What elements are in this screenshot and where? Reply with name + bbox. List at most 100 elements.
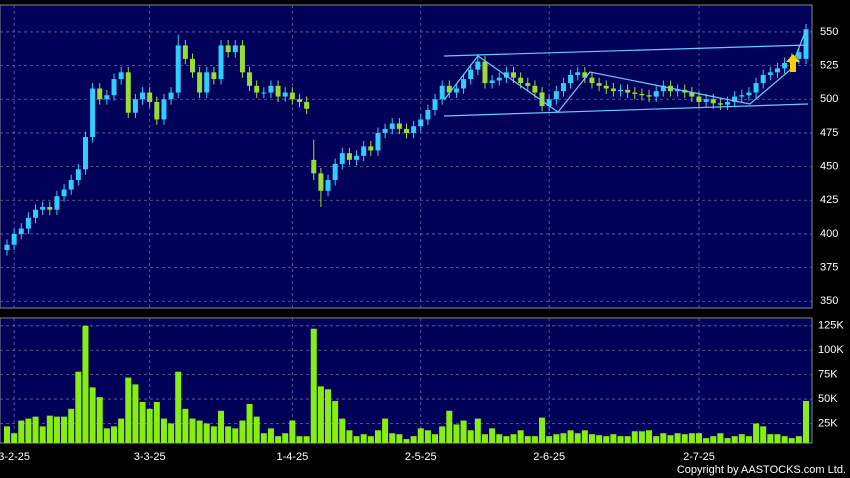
volume-bar bbox=[39, 426, 46, 443]
candle-body bbox=[225, 45, 231, 53]
volume-bar bbox=[168, 423, 175, 443]
candle-body bbox=[582, 72, 588, 78]
candle-body bbox=[318, 173, 324, 191]
volume-bar bbox=[89, 387, 96, 443]
candle-body bbox=[204, 72, 210, 93]
volume-bar bbox=[567, 430, 574, 443]
volume-bar bbox=[310, 328, 317, 443]
volume-bar bbox=[132, 384, 139, 443]
volume-bar bbox=[574, 433, 581, 443]
volume-bar bbox=[581, 430, 588, 443]
candle-body bbox=[232, 45, 238, 53]
volume-bar bbox=[153, 401, 160, 443]
volume-bar bbox=[396, 434, 403, 443]
candle-body bbox=[382, 128, 388, 133]
candle-body bbox=[304, 101, 310, 109]
volume-bar bbox=[210, 426, 217, 443]
candle-body bbox=[439, 85, 445, 100]
candle-body bbox=[61, 189, 67, 197]
candle-body bbox=[325, 180, 331, 191]
volume-bar bbox=[439, 426, 446, 443]
volume-bar bbox=[346, 430, 353, 443]
y-tick-label: 400 bbox=[820, 228, 838, 240]
volume-bar bbox=[389, 433, 396, 443]
volume-bar bbox=[588, 434, 595, 443]
candle-body bbox=[596, 83, 602, 86]
volume-bar bbox=[18, 420, 25, 443]
candle-body bbox=[389, 123, 395, 129]
candle-body bbox=[710, 99, 716, 104]
volume-bar bbox=[139, 401, 146, 443]
candle-body bbox=[696, 96, 702, 102]
candle-body bbox=[289, 92, 295, 100]
candle-body bbox=[247, 72, 253, 86]
volume-bar bbox=[603, 436, 610, 443]
volume-bar bbox=[246, 403, 253, 443]
arrow-icon bbox=[786, 54, 800, 72]
volume-bar bbox=[731, 436, 738, 443]
volume-bar bbox=[546, 436, 553, 443]
volume-bar bbox=[239, 420, 246, 443]
candle-body bbox=[760, 75, 766, 84]
volume-bar bbox=[510, 434, 517, 443]
volume-bar bbox=[75, 371, 82, 443]
volume-bar bbox=[403, 439, 410, 443]
volume-bar bbox=[767, 434, 774, 443]
volume-bar bbox=[125, 377, 132, 443]
volume-bar bbox=[695, 433, 702, 443]
volume-bar bbox=[553, 434, 560, 443]
volume-bar bbox=[560, 433, 567, 443]
candle-body bbox=[503, 72, 509, 78]
y-tick-label: 525 bbox=[820, 60, 838, 72]
volume-bar bbox=[303, 436, 310, 443]
candle-body bbox=[782, 62, 788, 69]
candle-body bbox=[125, 72, 131, 113]
y-tick-label: 450 bbox=[820, 161, 838, 173]
volume-bar bbox=[253, 416, 260, 443]
volume-bar bbox=[332, 401, 339, 443]
volume-bar bbox=[232, 428, 239, 443]
candle-body bbox=[660, 85, 666, 92]
candle-body bbox=[717, 103, 723, 105]
candle-body bbox=[618, 89, 624, 92]
candle-body bbox=[118, 72, 124, 80]
candle-body bbox=[703, 99, 709, 102]
volume-bar bbox=[367, 436, 374, 443]
y-tick-label: 25K bbox=[818, 417, 838, 429]
volume-bar bbox=[753, 423, 760, 443]
volume-bar bbox=[688, 433, 695, 443]
x-tick-label: 3-2-25 bbox=[0, 451, 30, 463]
candle-body bbox=[518, 77, 524, 84]
y-tick-label: 75K bbox=[818, 369, 838, 381]
volume-bar bbox=[617, 436, 624, 443]
candle-body bbox=[97, 88, 103, 100]
candle-body bbox=[261, 92, 267, 94]
candle-body bbox=[767, 72, 773, 76]
candle-body bbox=[575, 72, 581, 76]
candle-body bbox=[68, 180, 74, 190]
candle-body bbox=[774, 68, 780, 73]
y-tick-label: 550 bbox=[820, 26, 838, 38]
candle-body bbox=[140, 92, 146, 100]
candle-body bbox=[40, 207, 46, 210]
price-panel bbox=[0, 4, 813, 309]
candle-body bbox=[796, 52, 802, 59]
volume-bar bbox=[524, 436, 531, 443]
candle-body bbox=[54, 196, 60, 210]
volume-bar bbox=[339, 418, 346, 443]
volume-bar bbox=[68, 408, 75, 443]
volume-bar bbox=[745, 436, 752, 443]
volume-bar bbox=[624, 436, 631, 443]
volume-bar bbox=[496, 434, 503, 443]
candle-body bbox=[425, 110, 431, 120]
candle-body bbox=[197, 72, 203, 93]
candle-body bbox=[211, 72, 217, 80]
volume-bar bbox=[638, 431, 645, 443]
candle-body bbox=[639, 93, 645, 96]
volume-bar bbox=[481, 434, 488, 443]
candle-body bbox=[168, 92, 174, 100]
volume-bar bbox=[417, 428, 424, 443]
volume-bar bbox=[175, 371, 182, 443]
volume-bar bbox=[32, 416, 39, 443]
y-tick-label: 375 bbox=[820, 262, 838, 274]
